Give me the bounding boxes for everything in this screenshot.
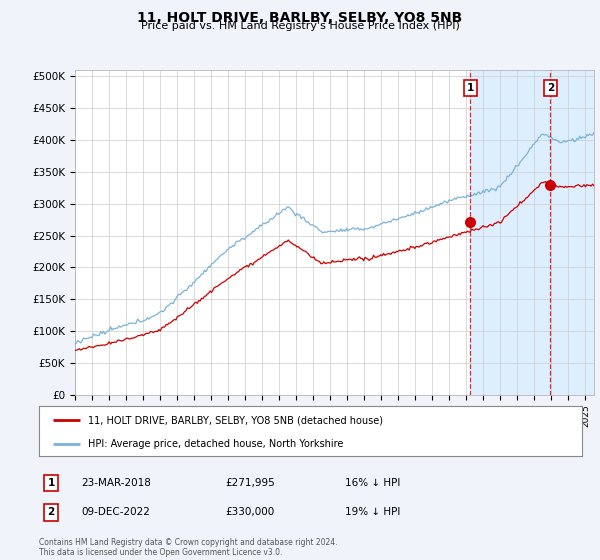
Bar <box>470 70 594 395</box>
Text: Contains HM Land Registry data © Crown copyright and database right 2024.
This d: Contains HM Land Registry data © Crown c… <box>39 538 337 557</box>
Text: 1: 1 <box>466 83 474 93</box>
Text: 23-MAR-2018: 23-MAR-2018 <box>81 478 151 488</box>
Text: 1: 1 <box>47 478 55 488</box>
Text: 16% ↓ HPI: 16% ↓ HPI <box>345 478 400 488</box>
Text: 19% ↓ HPI: 19% ↓ HPI <box>345 507 400 517</box>
Text: HPI: Average price, detached house, North Yorkshire: HPI: Average price, detached house, Nort… <box>88 439 343 449</box>
Text: 11, HOLT DRIVE, BARLBY, SELBY, YO8 5NB (detached house): 11, HOLT DRIVE, BARLBY, SELBY, YO8 5NB (… <box>88 415 383 425</box>
Text: 2: 2 <box>547 83 554 93</box>
Text: £330,000: £330,000 <box>225 507 274 517</box>
Text: 11, HOLT DRIVE, BARLBY, SELBY, YO8 5NB: 11, HOLT DRIVE, BARLBY, SELBY, YO8 5NB <box>137 11 463 25</box>
Text: 2: 2 <box>47 507 55 517</box>
Text: Price paid vs. HM Land Registry's House Price Index (HPI): Price paid vs. HM Land Registry's House … <box>140 21 460 31</box>
Text: 09-DEC-2022: 09-DEC-2022 <box>81 507 150 517</box>
Text: £271,995: £271,995 <box>225 478 275 488</box>
